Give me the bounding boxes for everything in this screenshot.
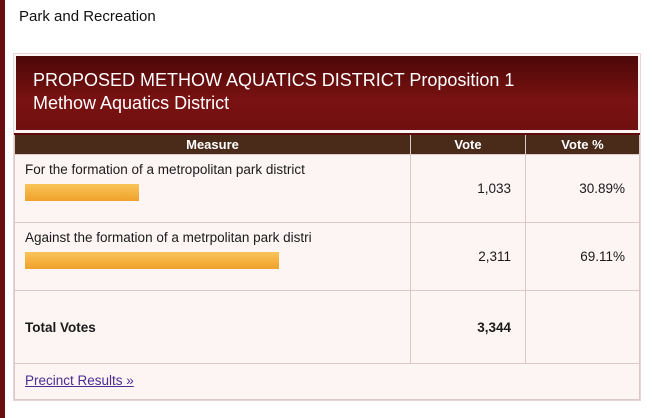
measure-cell-against: Against the formation of a metrpolitan p…: [14, 222, 411, 292]
page-title: Park and Recreation: [19, 8, 156, 25]
total-votes-label: Total Votes: [14, 290, 411, 365]
total-votes-count: 3,344: [410, 290, 526, 365]
vote-bar-track: [25, 184, 393, 202]
table-row: Against the formation of a metrpolitan p…: [14, 222, 640, 292]
total-votes-pct-empty: [525, 290, 640, 365]
vote-pct-cell: 69.11%: [525, 222, 640, 292]
precinct-results-link[interactable]: Precinct Results »: [25, 373, 134, 389]
measure-label: For the formation of a metropolitan park…: [25, 162, 305, 178]
results-table: Measure Vote Vote % For the formation of…: [14, 132, 640, 401]
page-left-accent-stripe: [0, 0, 5, 418]
column-header-vote: Vote: [410, 132, 526, 156]
table-row: For the formation of a metropolitan park…: [14, 154, 640, 224]
measure-label: Against the formation of a metrpolitan p…: [25, 230, 312, 246]
footer-cell: Precinct Results »: [14, 363, 640, 401]
column-header-vote-pct: Vote %: [525, 132, 640, 156]
vote-bar-track: [25, 252, 393, 270]
contest-header: PROPOSED METHOW AQUATICS DISTRICT Propos…: [16, 56, 638, 130]
vote-count-cell: 2,311: [410, 222, 526, 292]
results-panel: PROPOSED METHOW AQUATICS DISTRICT Propos…: [13, 53, 641, 402]
table-footer-row: Precinct Results »: [14, 363, 640, 401]
measure-cell-for: For the formation of a metropolitan park…: [14, 154, 411, 224]
contest-title-line2: Methow Aquatics District: [33, 93, 230, 114]
column-header-measure: Measure: [14, 132, 411, 156]
vote-bar: [25, 252, 279, 270]
vote-bar: [25, 184, 139, 202]
total-row: Total Votes 3,344: [14, 290, 640, 365]
vote-pct-cell: 30.89%: [525, 154, 640, 224]
vote-count-cell: 1,033: [410, 154, 526, 224]
table-header-row: Measure Vote Vote %: [14, 132, 640, 156]
contest-title-line1: PROPOSED METHOW AQUATICS DISTRICT Propos…: [33, 70, 515, 90]
